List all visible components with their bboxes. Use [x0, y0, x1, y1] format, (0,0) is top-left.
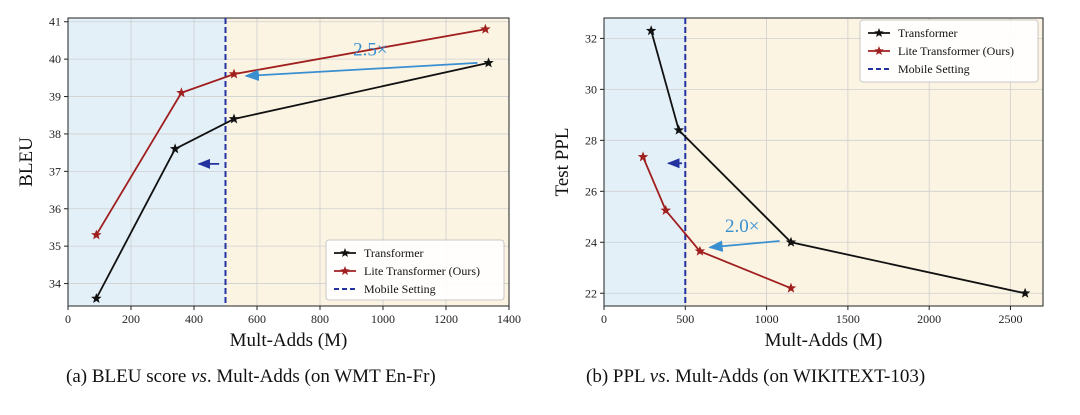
- y-tick-label: 30: [585, 82, 597, 96]
- caption-b-vs: vs: [649, 366, 666, 387]
- data-point: [1019, 287, 1031, 298]
- y-tick-label: 41: [49, 15, 61, 29]
- legend: Transformer Lite Transformer (Ours) Mobile…: [859, 19, 1039, 83]
- x-tick-label: 0: [601, 312, 607, 326]
- x-tick-label: 500: [676, 312, 694, 326]
- x-tick-label: 0: [65, 312, 71, 326]
- legend-marker: [874, 28, 884, 38]
- y-axis-label: Test PPL: [552, 128, 573, 197]
- chart-a-bleu: 0 200 400 600 800 1000 1200 1400 34 35 36 37 38 39 40 4…: [16, 15, 521, 351]
- data-point: [694, 245, 706, 256]
- annotation-arrow: [244, 61, 478, 81]
- y-tick-label: 22: [585, 286, 597, 300]
- y-tick-label: 28: [585, 133, 597, 147]
- chart-b-ppl: 0 500 1000 1500 2000 2500 22 24 26 28 30 32 Mult-Add…: [552, 17, 1044, 351]
- data-point: [228, 68, 240, 79]
- legend-marker: [340, 266, 350, 276]
- y-axis-label: BLEU: [16, 137, 37, 187]
- legend-box: [859, 19, 1039, 83]
- y-tick-label: 35: [49, 239, 61, 253]
- series-line-1: [642, 156, 792, 290]
- data-point: [91, 229, 102, 240]
- y-tick-label: 36: [49, 202, 61, 216]
- legend-label: Mobile Setting: [898, 62, 970, 76]
- x-tick-label: 200: [122, 312, 140, 326]
- data-point: [645, 25, 657, 36]
- legend-marker: [874, 46, 884, 56]
- annotation-arrow: [708, 240, 780, 252]
- data-point: [785, 282, 797, 293]
- legend-label: Transformer: [364, 246, 424, 260]
- y-tick-label: 24: [585, 235, 597, 249]
- x-tick-label: 1400: [497, 312, 521, 326]
- x-tick-label: 1000: [371, 312, 395, 326]
- x-tick-label: 2500: [998, 312, 1022, 326]
- x-axis-label: Mult-Adds (M): [765, 330, 883, 351]
- caption-a: (a) BLEU score vs. Mult-Adds (on WMT En-…: [66, 366, 436, 387]
- data-point: [637, 151, 649, 162]
- x-tick-label: 1200: [434, 312, 458, 326]
- data-point: [660, 204, 672, 215]
- series-line-1: [95, 28, 486, 236]
- legend: Transformer Lite Transformer (Ours) Mobile…: [325, 239, 505, 301]
- annotation-label: 2.5×: [353, 39, 387, 60]
- caption-a-vs: vs: [191, 366, 207, 387]
- x-tick-label: 2000: [917, 312, 941, 326]
- legend-box: [325, 239, 505, 301]
- y-tick-label: 39: [49, 90, 61, 104]
- x-tick-label: 1500: [836, 312, 860, 326]
- data-point: [483, 57, 494, 68]
- legend-label: Lite Transformer (Ours): [364, 264, 480, 278]
- data-point: [785, 236, 797, 247]
- x-tick-label: 400: [185, 312, 203, 326]
- x-axis-label: Mult-Adds (M): [230, 330, 348, 351]
- mobile-region: [68, 18, 226, 306]
- plot-frame: [67, 17, 510, 307]
- y-tick-label: 32: [585, 31, 597, 45]
- y-tick-label: 40: [49, 52, 61, 66]
- y-tick-label: 37: [49, 164, 61, 178]
- legend-marker: [340, 248, 350, 258]
- y-tick-label: 34: [49, 277, 61, 291]
- series-line-0: [650, 30, 1026, 295]
- plot-frame: [603, 17, 1044, 307]
- data-point: [480, 23, 491, 34]
- legend-label: Mobile Setting: [364, 282, 436, 296]
- x-tick-label: 1000: [755, 312, 779, 326]
- legend-label: Lite Transformer (Ours): [898, 44, 1014, 58]
- caption-b: (b) PPL vs. Mult-Adds (on WIKITEXT-103): [586, 366, 926, 387]
- annotation-label: 2.0×: [725, 216, 759, 237]
- data-point: [673, 124, 685, 135]
- data-point: [169, 143, 181, 154]
- x-tick-label: 800: [311, 312, 329, 326]
- data-point: [91, 293, 102, 303]
- series-line-0: [95, 62, 489, 299]
- data-point: [176, 87, 187, 98]
- y-tick-label: 38: [49, 127, 61, 141]
- data-point: [228, 113, 240, 124]
- y-tick-label: 26: [585, 184, 597, 198]
- x-tick-label: 600: [248, 312, 266, 326]
- legend-label: Transformer: [898, 26, 958, 40]
